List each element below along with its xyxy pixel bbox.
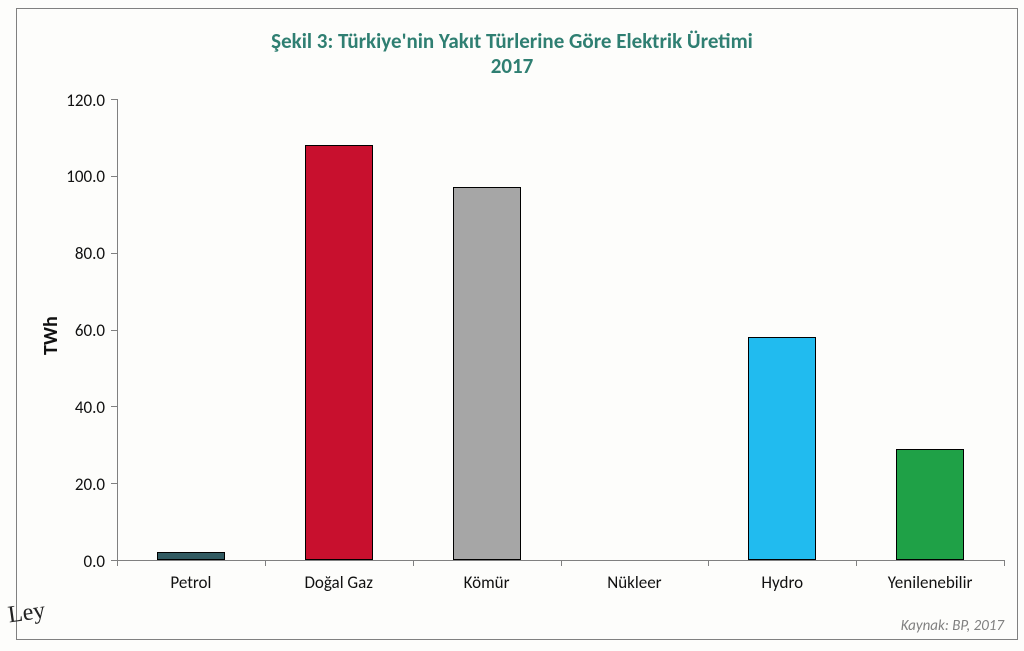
x-tick-label: Petrol	[117, 572, 265, 593]
x-tick-label: Nükleer	[561, 572, 709, 593]
y-tick-mark	[111, 406, 117, 407]
x-tick-label: Doğal Gaz	[265, 572, 413, 593]
x-tick-mark	[413, 560, 414, 566]
bar-2	[453, 187, 521, 560]
bar-5	[896, 449, 964, 560]
y-tick-label: 120.0	[47, 90, 105, 111]
x-tick-mark	[856, 560, 857, 566]
bar-4	[748, 337, 816, 560]
x-tick-mark	[1004, 560, 1005, 566]
y-tick-label: 100.0	[47, 166, 105, 187]
y-tick-mark	[111, 176, 117, 177]
y-tick-mark	[111, 99, 117, 100]
bar-0	[157, 552, 225, 560]
y-tick-label: 60.0	[47, 320, 105, 341]
x-tick-mark	[561, 560, 562, 566]
x-tick-mark	[708, 560, 709, 566]
source-citation: Kaynak: BP, 2017	[16, 617, 1004, 635]
y-tick-label: 20.0	[47, 474, 105, 495]
y-tick-label: 40.0	[47, 397, 105, 418]
x-tick-label: Kömür	[413, 572, 561, 593]
author-signature: Ley	[6, 598, 47, 630]
y-tick-mark	[111, 483, 117, 484]
y-tick-label: 80.0	[47, 243, 105, 264]
x-tick-mark	[265, 560, 266, 566]
x-tick-label: Yenilenebilir	[856, 572, 1004, 593]
chart-title-line2: 2017	[0, 53, 1024, 79]
y-tick-mark	[111, 330, 117, 331]
y-tick-label: 0.0	[47, 551, 105, 572]
y-axis-line	[117, 99, 118, 560]
x-tick-mark	[117, 560, 118, 566]
chart-title-line1: Şekil 3: Türkiye'nin Yakıt Türlerine Gör…	[0, 28, 1024, 54]
y-tick-mark	[111, 253, 117, 254]
x-tick-label: Hydro	[708, 572, 856, 593]
bar-1	[305, 145, 373, 560]
